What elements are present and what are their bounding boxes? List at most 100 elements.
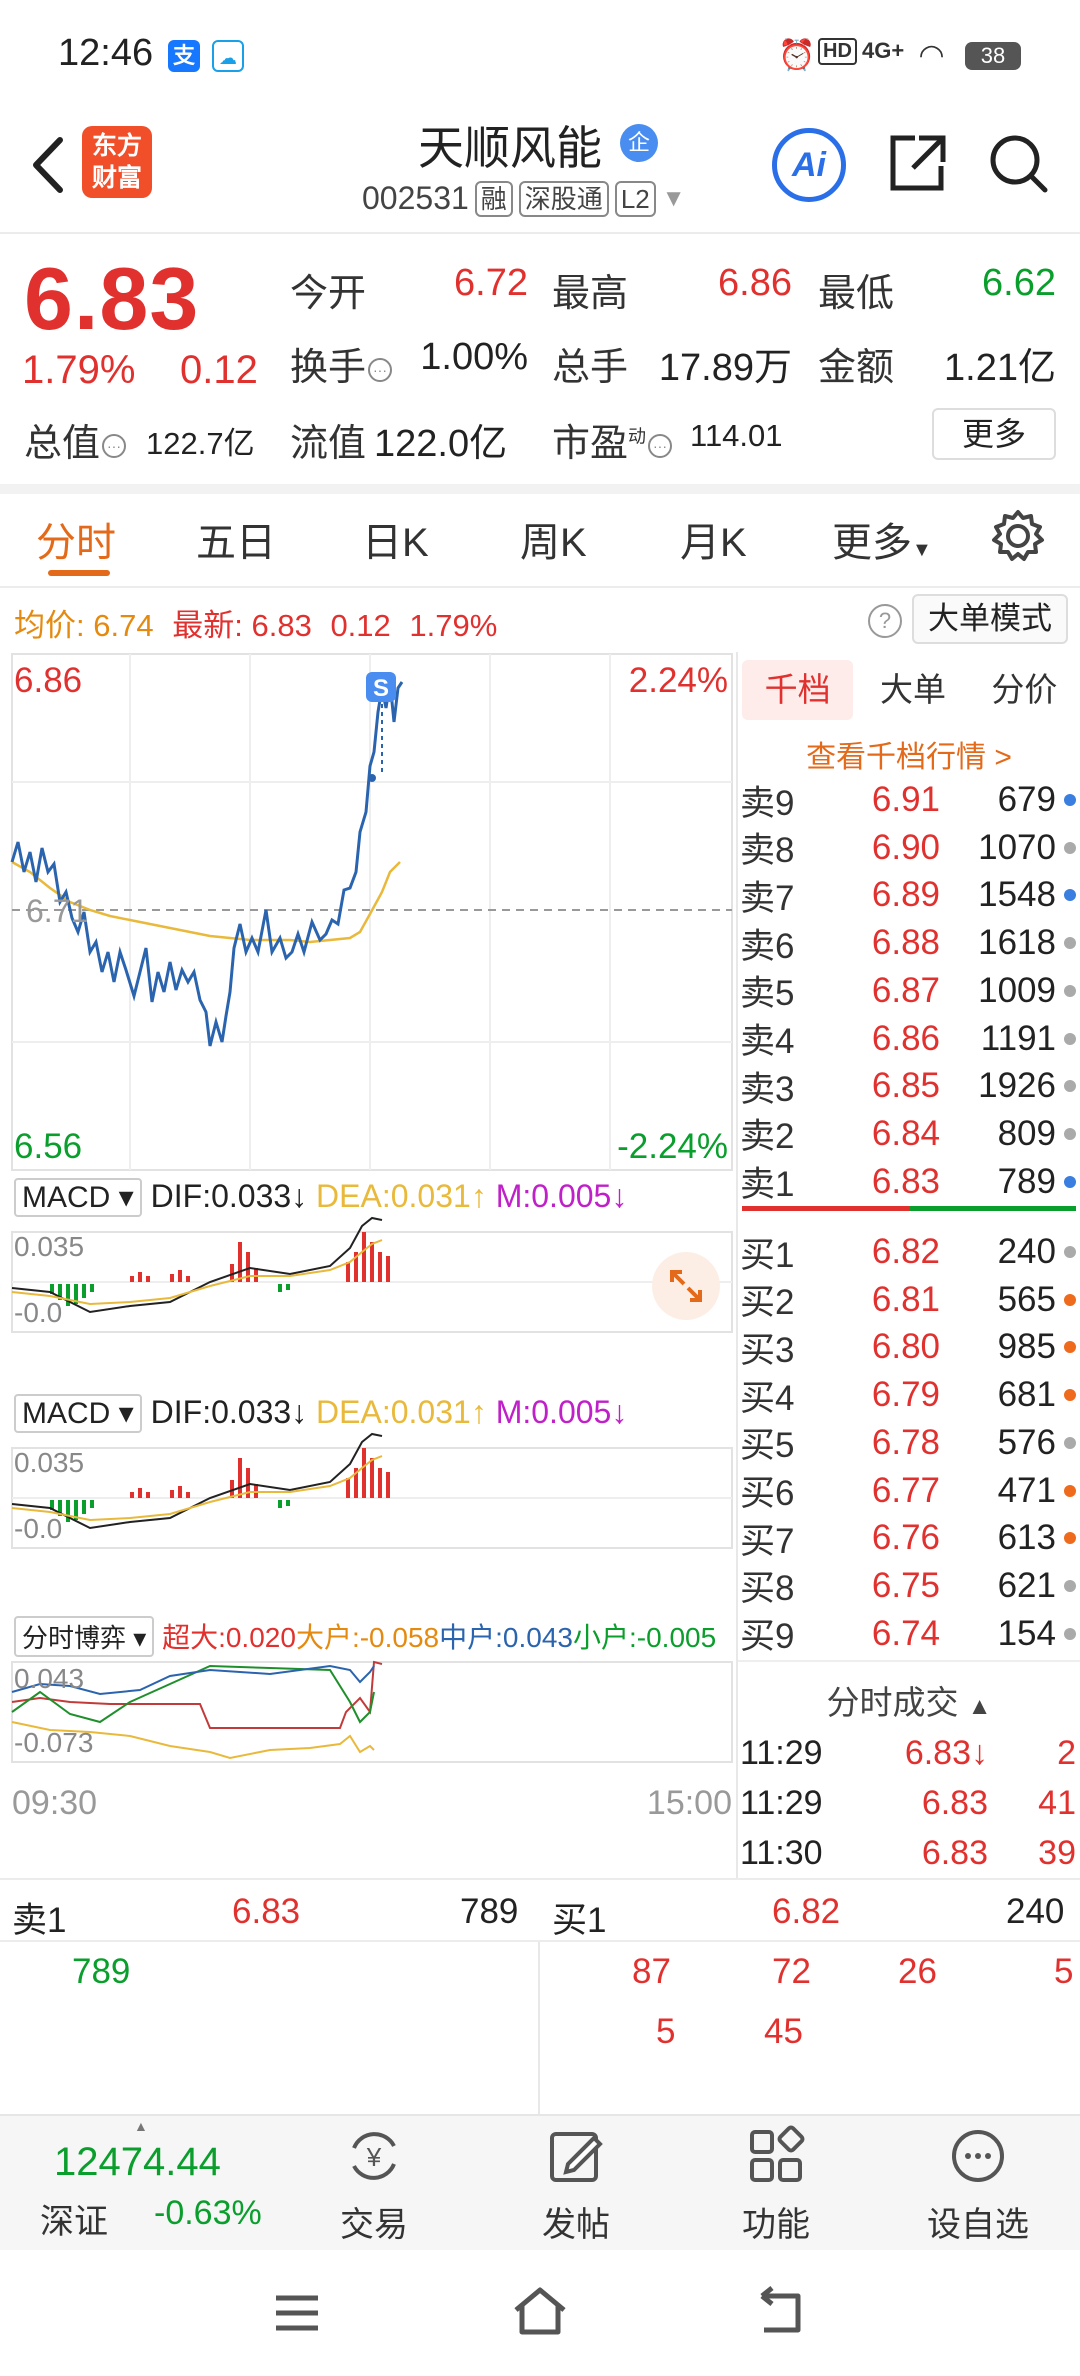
bid-dot-icon: [1064, 1532, 1076, 1545]
ask-row[interactable]: 卖4 6.86 1191: [740, 1015, 1076, 1063]
ask-row[interactable]: 卖6 6.88 1618: [740, 919, 1076, 967]
ticks-title[interactable]: 分时成交 ▲: [738, 1676, 1080, 1724]
back-button[interactable]: [22, 130, 82, 200]
tab-monthly-k[interactable]: 月K: [680, 521, 747, 565]
y-axis-top: 6.86: [14, 661, 82, 700]
divider: [738, 1660, 1080, 1662]
bid-row[interactable]: 买5 6.78 576: [740, 1419, 1076, 1467]
ask-volume: 1618: [978, 923, 1056, 963]
settings-button[interactable]: [990, 508, 1046, 564]
latest-pct: 1.79%: [409, 608, 498, 643]
tab-daily-k[interactable]: 日K: [362, 521, 429, 565]
bid-row[interactable]: 买8 6.75 621: [740, 1562, 1076, 1610]
tab-intraday[interactable]: 分时: [36, 521, 116, 565]
macd1-selector[interactable]: MACD ▾: [14, 1178, 142, 1217]
ask-row[interactable]: 卖3 6.85 1926: [740, 1062, 1076, 1110]
index-value[interactable]: 12474.44: [54, 2140, 221, 2184]
ask-label: 卖5: [740, 974, 795, 1014]
queue-divider: [538, 1942, 540, 2114]
tick-time: 11:30: [740, 1834, 823, 1872]
price-line: [10, 681, 404, 1047]
ask-dot-icon: [1064, 984, 1076, 997]
fund-selector[interactable]: 分时博弈 ▾: [14, 1616, 155, 1657]
low-label: 最低: [818, 273, 895, 315]
ask-volume: 809: [997, 1113, 1056, 1153]
bid-price: 6.80: [871, 1327, 940, 1367]
bid-price: 6.79: [871, 1375, 940, 1415]
latest-label: 最新:: [172, 608, 243, 643]
ai-button[interactable]: Ai: [772, 128, 846, 202]
bid-row[interactable]: 买4 6.79 681: [740, 1371, 1076, 1419]
bid-row[interactable]: 买1 6.82 240: [740, 1228, 1076, 1276]
info-icon[interactable]: ···: [102, 433, 127, 458]
macd2-dea: DEA:0.031: [316, 1394, 471, 1430]
ask-row[interactable]: 卖7 6.89 1548: [740, 871, 1076, 919]
view-depth-link[interactable]: 查看千档行情 >: [806, 741, 1012, 774]
ask-row[interactable]: 卖8 6.90 1070: [740, 824, 1076, 872]
ask-row[interactable]: 卖5 6.87 1009: [740, 967, 1076, 1015]
ask-row[interactable]: 卖1 6.83 789: [740, 1158, 1076, 1206]
trade-button[interactable]: ¥ 交易: [314, 2124, 434, 2246]
ask-price: 6.91: [871, 780, 940, 819]
tab-more[interactable]: 更多▼: [832, 510, 932, 568]
post-label: 发帖: [542, 2206, 610, 2244]
intraday-chart[interactable]: S 6.86 2.24% 6.71 6.56 -2.24% 0.035 -0.0: [10, 652, 734, 1828]
ask-volume: 1548: [978, 875, 1056, 915]
ask-row[interactable]: 卖2 6.84 809: [740, 1110, 1076, 1158]
caret-up-icon: ▲: [967, 1693, 992, 1720]
ask-label: 卖2: [740, 1117, 795, 1157]
edit-icon: [550, 2132, 603, 2182]
help-icon[interactable]: ?: [868, 604, 902, 638]
float-label: 流值: [290, 423, 367, 465]
macd1-dif-line: [11, 1216, 383, 1314]
ask-price: 6.85: [871, 1066, 940, 1106]
ask-row[interactable]: 卖9 6.91 679: [740, 776, 1076, 824]
cloud-icon: ☁: [212, 40, 244, 72]
logo-text-2: 财富: [91, 164, 142, 192]
add-watchlist-button[interactable]: 设自选: [918, 2124, 1038, 2246]
expand-button[interactable]: [652, 1252, 720, 1320]
bottom-bar: [0, 2114, 1080, 2250]
bid-row[interactable]: 买9 6.74 154: [740, 1610, 1076, 1658]
bid-row[interactable]: 买6 6.77 471: [740, 1467, 1076, 1515]
info-icon[interactable]: ···: [368, 357, 393, 382]
stock-code-row[interactable]: 002531 融 深股通 L2 ▼: [362, 180, 686, 217]
mktcap-value: 122.7亿: [146, 426, 255, 461]
tab-weekly-k[interactable]: 周K: [520, 521, 587, 565]
big-order-mode-button[interactable]: 大单模式: [912, 594, 1068, 644]
macd1-bottom-label: -0.0: [14, 1297, 62, 1328]
macd2-top-label: 0.035: [14, 1447, 84, 1478]
bid-price: 6.77: [871, 1470, 940, 1510]
menu-icon[interactable]: [272, 2290, 322, 2336]
margin-tag: 融: [474, 180, 513, 217]
tab-big-order[interactable]: 大单: [879, 671, 946, 708]
caret-down-icon: ▼: [661, 184, 686, 212]
share-button[interactable]: [885, 130, 949, 196]
ask-label: 卖3: [740, 1069, 795, 1109]
home-icon[interactable]: [510, 2284, 570, 2338]
bid-row[interactable]: 买2 6.81 565: [740, 1276, 1076, 1324]
bid-row[interactable]: 买7 6.76 613: [740, 1514, 1076, 1562]
time-start: 09:30: [12, 1784, 97, 1822]
bid-row[interactable]: 买3 6.80 985: [740, 1323, 1076, 1371]
tick-price: 6.83: [921, 1784, 988, 1822]
bid-label: 买1: [740, 1235, 795, 1275]
s-marker[interactable]: [366, 672, 396, 702]
macd2-dif: DIF:0.033: [150, 1394, 292, 1430]
tab-depth[interactable]: 千档: [742, 660, 854, 720]
search-button[interactable]: [985, 128, 1051, 198]
y-axis-bottom: 6.56: [14, 1127, 82, 1166]
tab-five-day[interactable]: 五日: [196, 521, 276, 565]
pe-label: 市盈动 ···: [552, 412, 674, 467]
bid-price: 6.82: [871, 1232, 940, 1271]
functions-label: 功能: [742, 2206, 810, 2244]
tab-price-dist[interactable]: 分价: [991, 671, 1058, 708]
bid-volume: 681: [997, 1375, 1056, 1415]
back-nav-icon[interactable]: [752, 2286, 808, 2338]
macd2-selector[interactable]: MACD ▾: [14, 1394, 142, 1433]
post-button[interactable]: 发帖: [516, 2124, 636, 2246]
pct-change: 1.79%: [22, 348, 136, 392]
info-icon[interactable]: ···: [648, 433, 673, 458]
more-button[interactable]: 更多: [932, 408, 1056, 460]
functions-button[interactable]: 功能: [716, 2124, 836, 2246]
